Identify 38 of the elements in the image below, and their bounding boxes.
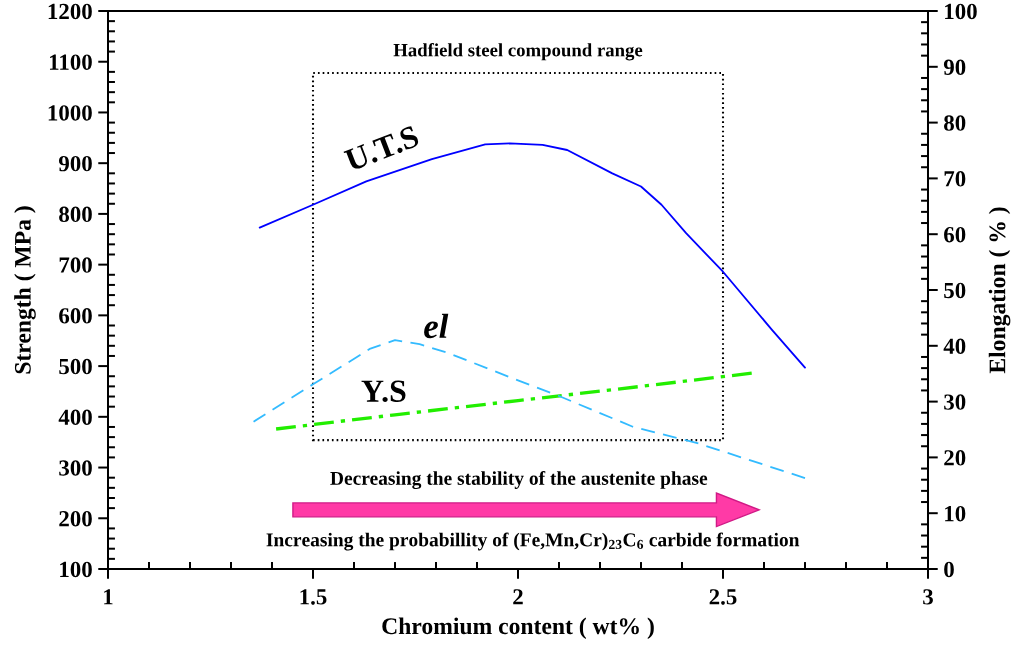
x-tick-label: 1.5 — [300, 589, 327, 605]
y2-tick-label: 30 — [944, 394, 966, 410]
y-tick-label: 800 — [59, 206, 92, 223]
x-axis-title: Chromium content ( wt% ) — [382, 617, 654, 639]
y2-tick-label: 20 — [944, 450, 966, 466]
y2-axis-title: Elongation ( % ) — [988, 207, 1011, 374]
x-tick-label: 2.5 — [709, 589, 737, 605]
y-tick-label: 200 — [59, 510, 92, 527]
y-axis-title: Strength ( MPa ) — [14, 206, 36, 374]
y-tick-label: 700 — [59, 257, 92, 273]
y2-tick-label: 60 — [944, 226, 966, 243]
series-label: el — [424, 313, 449, 339]
annotation: Decreasing the stability of the austenite phase — [330, 471, 708, 489]
line-series — [274, 371, 754, 431]
y-tick-label: 500 — [59, 358, 92, 375]
y2-tick-label: 80 — [944, 115, 966, 131]
x-tick-label: 3 — [923, 589, 933, 605]
series-label: Y.S — [361, 380, 406, 403]
y2-tick-label: 50 — [944, 282, 966, 299]
x-tick-label: 1 — [104, 589, 113, 605]
y-tick-label: 600 — [59, 308, 92, 324]
y-tick-label: 1200 — [48, 3, 92, 20]
y2-tick-label: 100 — [945, 3, 977, 20]
text: U.T.S — [343, 125, 420, 172]
x-tick-label: 2 — [513, 589, 523, 605]
y2-tick-label: 70 — [944, 171, 966, 187]
annotation: Increasing the probabillity of (Fe,Mn,Cr)$_{23}$C$_{6}$ carbide formation — [266, 532, 800, 551]
y-tick-label: 1100 — [49, 54, 92, 70]
y-tick-label: 900 — [58, 155, 92, 172]
y-tick-label: 1000 — [48, 105, 92, 121]
y2-tick-label: 90 — [943, 59, 966, 75]
y2-tick-label: 0 — [944, 561, 954, 578]
y-tick-label: 400 — [58, 409, 92, 425]
y-tick-label: 300 — [59, 460, 92, 476]
annotation: Hadfield steel compound range — [393, 43, 643, 61]
y2-tick-label: 10 — [945, 505, 966, 522]
y2-tick-label: 40 — [943, 338, 966, 354]
y-tick-label: 100 — [60, 561, 92, 578]
